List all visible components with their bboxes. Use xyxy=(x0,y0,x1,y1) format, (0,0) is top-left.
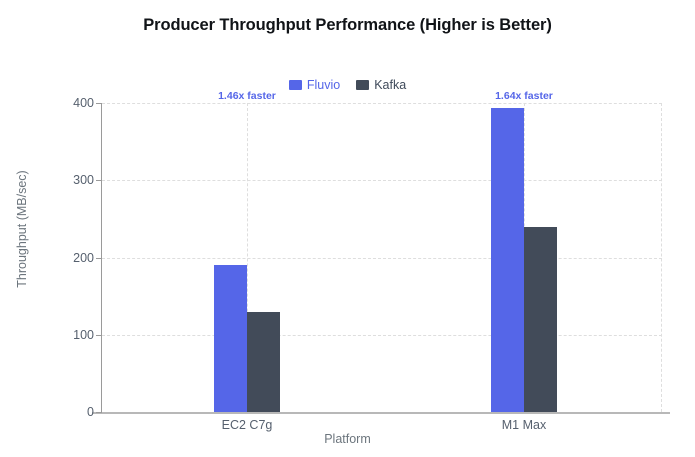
x-tick-label-m1-max: M1 Max xyxy=(501,418,547,432)
legend-label-kafka: Kafka xyxy=(374,78,407,92)
y-tick-mark-200 xyxy=(96,257,102,259)
legend-item-kafka[interactable]: Kafka xyxy=(356,78,406,92)
y-tick-label-300: 300 xyxy=(73,173,94,188)
chart-legend: Fluvio Kafka xyxy=(0,78,695,92)
legend-label-fluvio: Fluvio xyxy=(306,78,341,92)
x-axis-title: Platform xyxy=(324,432,371,446)
gridline-200 xyxy=(102,257,662,259)
gridline-300 xyxy=(102,180,662,182)
y-tick-mark-100 xyxy=(96,334,102,336)
bar-kafka-ec2-c7g[interactable] xyxy=(247,311,280,412)
gridline-category-ec2-c7g xyxy=(247,103,248,412)
bar-fluvio-m1-max[interactable] xyxy=(491,108,524,412)
bar-kafka-m1-max[interactable] xyxy=(524,226,557,412)
y-tick-label-0: 0 xyxy=(87,405,94,419)
chart-title: Producer Throughput Performance (Higher … xyxy=(143,16,552,34)
y-tick-mark-0 xyxy=(96,412,102,413)
y-tick-mark-300 xyxy=(96,180,102,182)
x-axis-line xyxy=(92,412,670,414)
y-tick-label-100: 100 xyxy=(73,327,94,342)
y-axis-title: Throughput (MB/sec) xyxy=(15,170,29,288)
gridline-100 xyxy=(102,334,662,336)
legend-swatch-kafka xyxy=(356,80,370,90)
y-tick-mark-400 xyxy=(96,103,102,104)
x-tick-label-ec2-c7g: EC2 C7g xyxy=(221,418,273,432)
legend-swatch-fluvio xyxy=(288,80,302,90)
plot-area xyxy=(102,103,662,412)
bar-fluvio-ec2-c7g[interactable] xyxy=(214,265,247,412)
gridline-right-edge xyxy=(661,103,662,412)
y-tick-label-400: 400 xyxy=(73,96,94,110)
annotation-ec2-c7g: 1.46x faster xyxy=(218,90,276,102)
gridline-400 xyxy=(102,103,662,104)
legend-item-fluvio[interactable]: Fluvio xyxy=(288,78,341,92)
y-tick-label-200: 200 xyxy=(73,250,94,265)
annotation-m1-max: 1.64x faster xyxy=(495,90,553,102)
y-axis-ticks: 400 300 200 100 0 xyxy=(26,0,94,457)
